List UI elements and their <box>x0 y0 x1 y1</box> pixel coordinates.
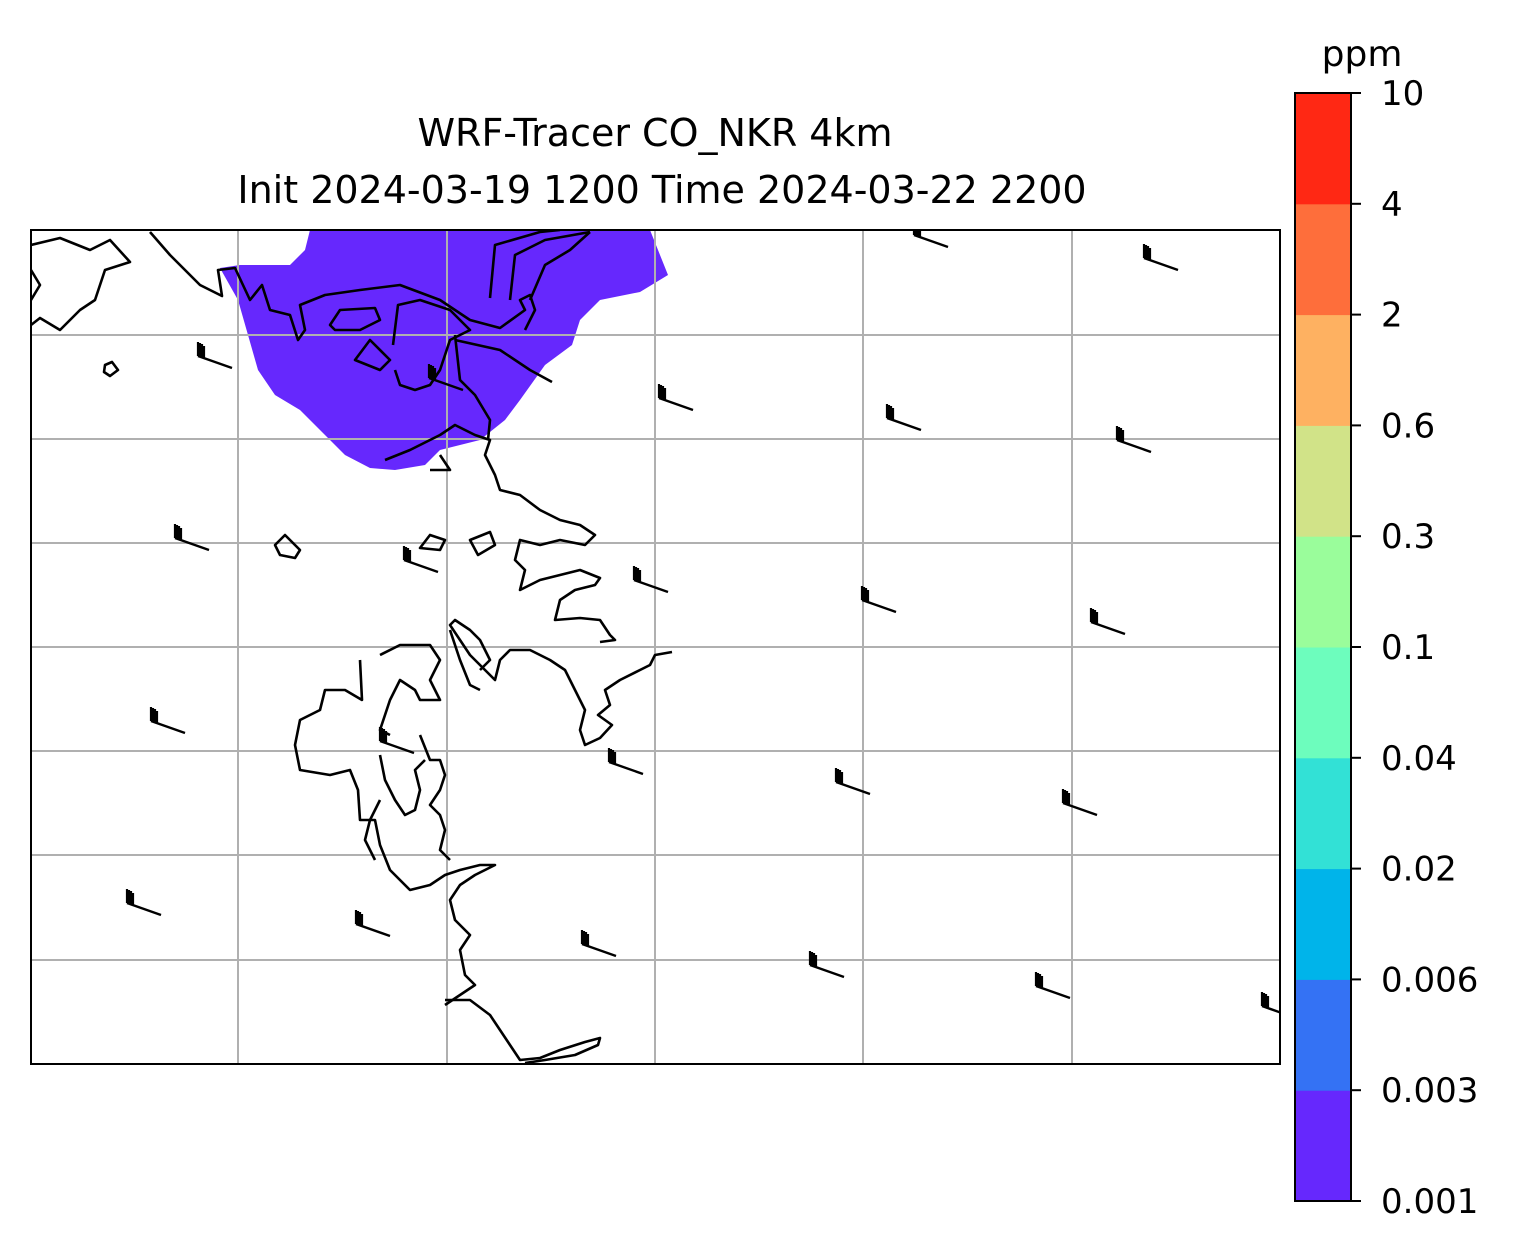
colorbar-tick-label: 0.6 <box>1381 406 1435 446</box>
colorbar-tick-label: 0.003 <box>1381 1071 1478 1111</box>
colorbar-tick-label: 0.001 <box>1381 1182 1478 1222</box>
colorbar: 0.001 0.003 0.006 0.02 0.04 0.1 0.3 0.6 2 4 10 ppm <box>1294 34 1478 1222</box>
gridlines <box>31 230 1280 1064</box>
tracer-plume <box>220 230 668 470</box>
colorbar-tick-label: 2 <box>1381 296 1403 336</box>
colorbar-segment <box>1295 647 1351 759</box>
colorbar-tick-label: 0.04 <box>1381 739 1457 779</box>
figure-title-line2: Init 2024-03-19 1200 Time 2024-03-22 220… <box>237 168 1086 212</box>
colorbar-tick-label: 0.1 <box>1381 628 1435 668</box>
figure-title-line1: WRF-Tracer CO_NKR 4km <box>417 111 892 155</box>
colorbar-tick-label: 0.006 <box>1381 960 1478 1000</box>
colorbar-tick-label: 0.3 <box>1381 517 1435 557</box>
colorbar-tick-label: 10 <box>1381 74 1424 114</box>
colorbar-segment <box>1295 93 1351 205</box>
colorbar-tick-label: 0.02 <box>1381 850 1457 890</box>
colorbar-unit: ppm <box>1322 34 1403 75</box>
colorbar-segment <box>1295 1090 1351 1202</box>
colorbar-segment <box>1295 757 1351 870</box>
colorbar-segment <box>1295 203 1351 316</box>
colorbar-tick-label: 4 <box>1381 185 1403 225</box>
colorbar-segment <box>1295 979 1351 1091</box>
colorbar-segment <box>1295 314 1351 426</box>
coastlines <box>31 230 673 1064</box>
map-border <box>30 229 1281 1065</box>
colorbar-segment <box>1295 536 1351 648</box>
colorbar-segment <box>1295 868 1351 980</box>
colorbar-segment <box>1295 425 1351 537</box>
